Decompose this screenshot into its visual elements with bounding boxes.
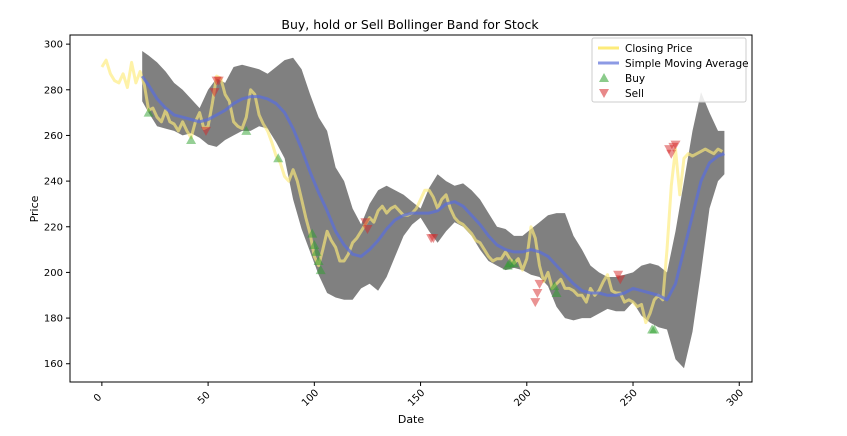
- sell-marker: [360, 218, 371, 228]
- legend-marker-sell-icon: [599, 89, 609, 98]
- y-tick-label: 260: [44, 131, 63, 142]
- y-tick-label: 160: [44, 359, 63, 370]
- y-tick-label: 200: [44, 268, 63, 279]
- x-tick-label: 50: [196, 390, 213, 407]
- legend-marker-buy-icon: [599, 73, 609, 82]
- buy-marker: [273, 153, 284, 163]
- buy-marker: [309, 240, 320, 250]
- signal-markers: [143, 76, 681, 334]
- sell-marker: [666, 149, 677, 159]
- x-tick-label: 250: [619, 388, 640, 409]
- sma-line: [140, 75, 725, 302]
- x-tick-label: 150: [406, 388, 427, 409]
- plot-area-frame: [69, 34, 753, 383]
- sell-marker: [615, 275, 626, 285]
- legend-label-sma: Simple Moving Average: [625, 58, 749, 70]
- buy-marker: [307, 228, 318, 238]
- sell-marker: [428, 234, 439, 244]
- x-tick-label: 100: [300, 388, 321, 409]
- sell-marker: [532, 288, 543, 298]
- y-tick-label: 220: [44, 222, 63, 233]
- chart-title: Buy, hold or Sell Bollinger Band for Sto…: [281, 17, 539, 32]
- y-axis: 160 180 200 220 240 260 280 300: [44, 40, 70, 370]
- buy-marker: [241, 125, 252, 135]
- y-tick-label: 280: [44, 85, 63, 96]
- y-tick-label: 300: [44, 40, 63, 51]
- buy-marker: [509, 258, 520, 268]
- y-tick-label: 180: [44, 314, 63, 325]
- sell-marker: [362, 225, 373, 235]
- legend-label-closing-price: Closing Price: [625, 43, 692, 55]
- sell-marker: [200, 126, 211, 136]
- buy-marker: [315, 265, 326, 275]
- buy-marker: [649, 324, 660, 334]
- sell-marker: [613, 270, 624, 280]
- x-axis: 0 50 100 150 200 250 300: [92, 382, 746, 409]
- x-tick-label: 300: [725, 388, 746, 409]
- legend-label-sell: Sell: [625, 88, 644, 100]
- buy-marker: [313, 256, 324, 266]
- y-axis-label: Price: [28, 195, 41, 222]
- buy-marker: [549, 281, 560, 291]
- x-tick-label: 0: [92, 392, 104, 404]
- x-axis-label: Date: [398, 413, 425, 426]
- sell-marker: [530, 298, 541, 308]
- sell-marker: [534, 279, 545, 289]
- y-tick-label: 240: [44, 177, 63, 188]
- sell-marker: [670, 140, 681, 150]
- x-tick-label: 200: [512, 388, 533, 409]
- sell-marker: [209, 88, 220, 98]
- buy-marker: [186, 135, 197, 145]
- legend-box: [591, 37, 747, 103]
- legend: Closing Price Simple Moving Average Buy …: [591, 37, 749, 103]
- buy-marker: [551, 287, 562, 297]
- buy-marker: [143, 107, 154, 117]
- legend-label-buy: Buy: [625, 73, 645, 85]
- sell-marker: [213, 76, 224, 86]
- buy-marker: [311, 246, 322, 256]
